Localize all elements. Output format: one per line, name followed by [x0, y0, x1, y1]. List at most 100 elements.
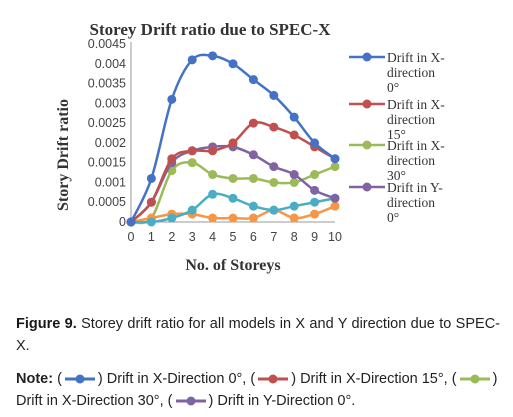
note-paren: ( — [250, 371, 256, 387]
data-point — [126, 217, 136, 227]
x-tick-label: 0 — [128, 230, 135, 244]
data-point — [289, 112, 299, 122]
series-group — [126, 51, 340, 227]
note-item-text: ) Drift in Y-Direction 0°. — [208, 393, 356, 409]
data-point — [228, 138, 238, 148]
legend-swatch-marker — [362, 140, 372, 150]
data-point — [310, 185, 320, 195]
data-point — [146, 197, 156, 207]
legend-swatch-marker — [362, 52, 372, 62]
x-tick-label: 5 — [230, 230, 237, 244]
x-tick-label: 10 — [328, 230, 342, 244]
note-swatch-marker — [186, 396, 195, 406]
data-point — [187, 158, 197, 168]
data-point — [289, 130, 299, 140]
legend-label: direction — [387, 195, 435, 210]
data-point — [248, 201, 258, 211]
note-label: Note: — [16, 371, 54, 387]
note-item-text: ) Drift in X-Direction 0°, — [97, 371, 251, 387]
data-point — [248, 75, 258, 85]
note-swatch-marker — [268, 374, 278, 384]
axes: 0 0.0005 0.001 0.0015 0.002 0.0025 0.003 0.0035… — [88, 37, 342, 244]
legend-swatch-marker — [362, 182, 372, 192]
note-swatch — [258, 374, 289, 384]
data-point — [208, 146, 218, 156]
y-tick-label: 0.001 — [95, 175, 126, 189]
data-point — [248, 118, 258, 128]
data-point — [269, 90, 279, 100]
legend-label: direction — [387, 112, 435, 127]
x-tick-label: 7 — [270, 230, 277, 244]
y-tick-label: 0.0035 — [88, 77, 126, 91]
legend-label: direction — [387, 153, 435, 168]
y-tick-label: 0.0015 — [88, 156, 126, 170]
x-tick-label: 3 — [189, 230, 196, 244]
note-items: () Drift in X-Direction 0°, () Drift in … — [16, 371, 497, 409]
x-tick-label: 8 — [291, 230, 298, 244]
data-point — [289, 170, 299, 180]
data-point — [228, 173, 238, 183]
y-tick-label: 0 — [119, 215, 126, 229]
note-swatch — [64, 374, 95, 384]
line-chart: Storey Drift ratio due to SPEC-X Story D… — [55, 20, 445, 274]
note-item-text: ) Drift in X-Direction 30°, — [16, 371, 498, 409]
data-point — [330, 193, 340, 203]
data-point — [167, 94, 177, 104]
data-point — [228, 213, 238, 223]
legend-label: 30° — [387, 168, 406, 183]
figure-caption: Figure 9. Storey drift ratio for all mod… — [16, 313, 500, 357]
y-tick-label: 0.0045 — [88, 37, 126, 51]
data-point — [248, 213, 258, 223]
chart-area: Storey Drift ratio due to SPEC-X Story D… — [55, 20, 445, 274]
figure-label: Figure 9. — [16, 316, 77, 332]
series-line — [130, 144, 336, 223]
x-tick-label: 4 — [209, 230, 216, 244]
data-point — [269, 122, 279, 132]
data-point — [228, 193, 238, 203]
note-swatch-marker — [75, 374, 85, 384]
note: Note: () Drift in X-Direction 0°, () Dri… — [16, 368, 506, 412]
x-tick-label: 9 — [311, 230, 318, 244]
data-point — [208, 213, 218, 223]
data-point — [146, 173, 156, 183]
data-point — [248, 150, 258, 160]
legend-label: 15° — [387, 127, 406, 142]
y-axis-label: Story Drift ratio — [55, 99, 72, 211]
series-0 — [126, 51, 340, 227]
x-tick-label: 1 — [148, 230, 155, 244]
legend-label: 0° — [387, 80, 399, 95]
data-point — [310, 197, 320, 207]
legend-label: direction — [387, 65, 435, 80]
y-tick-label: 0.0005 — [88, 195, 126, 209]
y-tick-label: 0.002 — [95, 136, 126, 150]
data-point — [330, 201, 340, 211]
x-tick-label: 6 — [250, 230, 257, 244]
legend-label: Drift in X- — [387, 50, 445, 65]
x-tick-label: 2 — [168, 230, 175, 244]
note-paren: ( — [167, 393, 173, 409]
note-paren: ( — [53, 371, 62, 387]
data-point — [289, 201, 299, 211]
data-point — [330, 154, 340, 164]
data-point — [146, 217, 156, 227]
chart-title: Storey Drift ratio due to SPEC-X — [90, 20, 332, 39]
data-point — [187, 205, 197, 215]
x-axis-label: No. of Storeys — [185, 257, 280, 274]
data-point — [330, 162, 340, 172]
legend-label: Drift in Y- — [387, 180, 443, 195]
legend-label: Drift in X- — [387, 138, 445, 153]
data-point — [269, 162, 279, 172]
data-point — [167, 213, 177, 223]
note-swatch — [175, 396, 206, 406]
legend-label: Drift in X- — [387, 97, 445, 112]
figure-caption-text: Storey drift ratio for all models in X a… — [16, 316, 500, 354]
data-point — [310, 138, 320, 148]
legend-label: 0° — [387, 210, 399, 225]
data-point — [167, 154, 177, 164]
data-point — [289, 177, 299, 187]
data-point — [289, 213, 299, 223]
